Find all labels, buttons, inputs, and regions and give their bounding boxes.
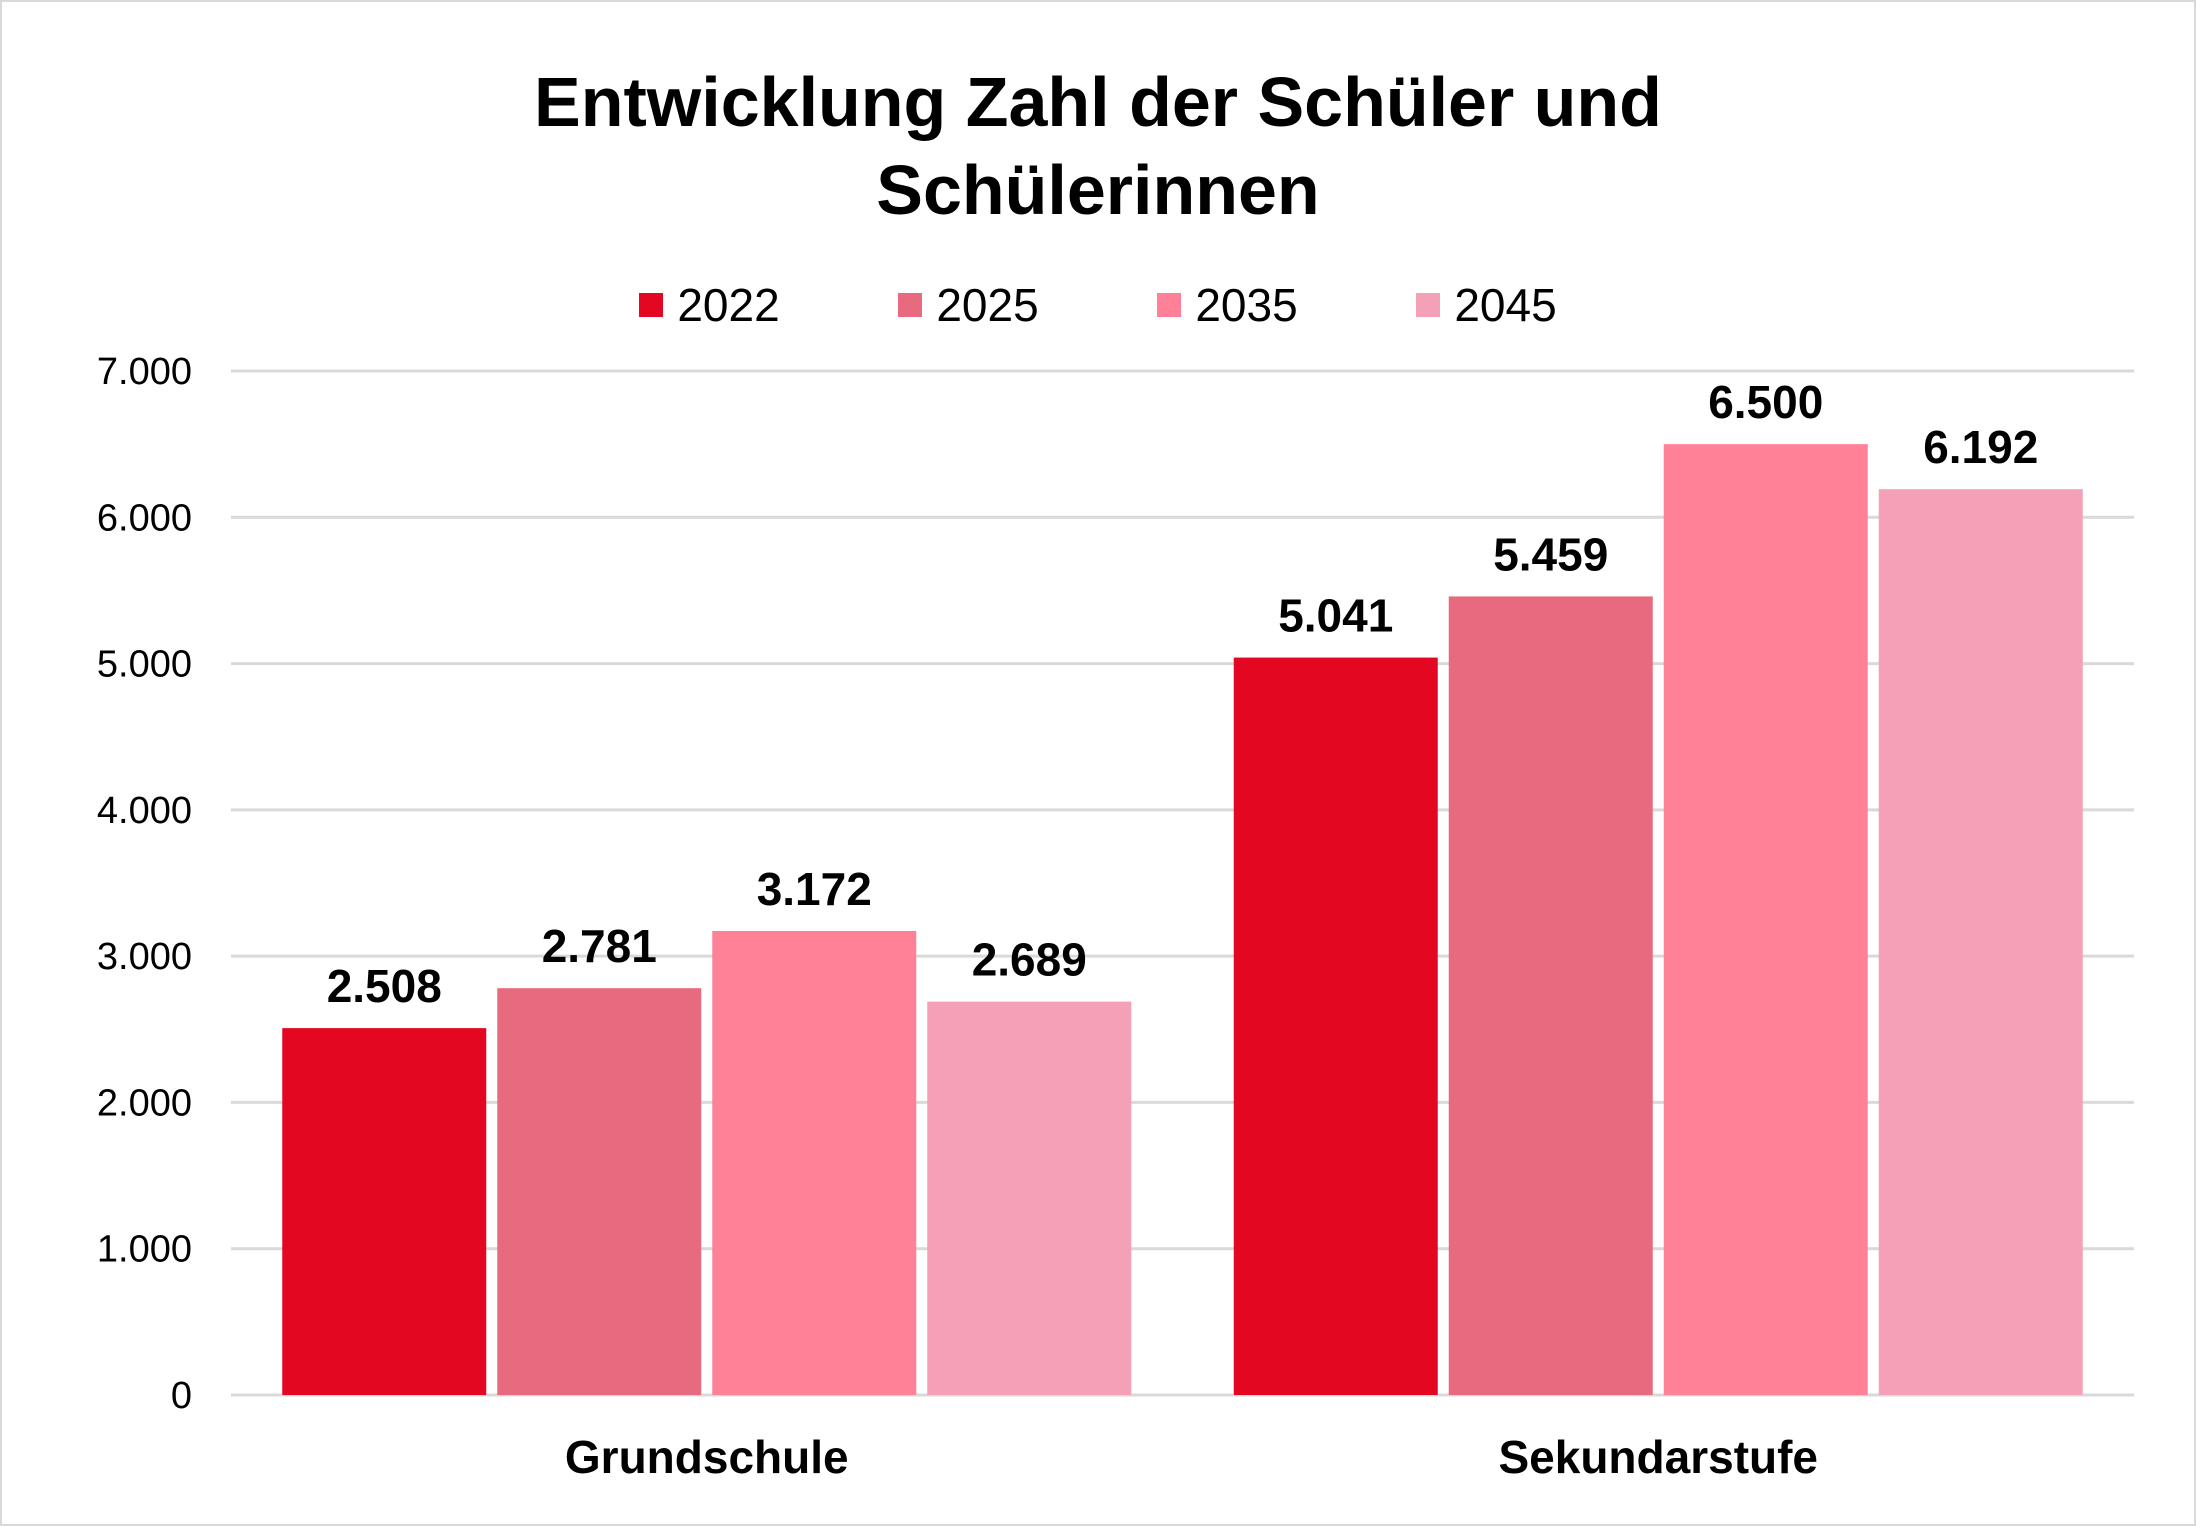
legend-item-2022: 2022 <box>639 278 898 332</box>
bar-2025-grundschule <box>497 988 702 1395</box>
data-label: 5.459 <box>1493 528 1608 580</box>
y-tick-label: 3.000 <box>97 936 192 978</box>
legend-label: 2045 <box>1454 279 1557 331</box>
bar-2035-grundschule <box>712 930 917 1395</box>
legend-item-2045: 2045 <box>1416 278 1557 332</box>
x-axis-categories: Grundschule Sekundarstufe <box>565 1431 1818 1483</box>
y-tick-label: 0 <box>171 1375 192 1417</box>
y-tick-label: 7.000 <box>97 351 192 393</box>
bar-2045-sekundarstufe <box>1878 489 2083 1395</box>
data-label: 3.172 <box>757 863 872 915</box>
chart-title-line-1: Entwicklung Zahl der Schüler und <box>534 63 1662 141</box>
bar-2022-sekundarstufe <box>1233 657 1438 1395</box>
legend-label: 2035 <box>1195 279 1298 331</box>
y-tick-label: 2.000 <box>97 1082 192 1124</box>
legend-item-2035: 2035 <box>1157 278 1416 332</box>
data-label: 2.689 <box>972 934 1087 986</box>
data-label: 2.781 <box>542 920 657 972</box>
legend-label: 2022 <box>677 279 780 331</box>
legend-swatch <box>898 293 923 317</box>
y-axis-ticks: 0 1.000 2.000 3.000 4.000 5.000 6.000 7.000 <box>97 351 192 1417</box>
legend-swatch <box>1416 293 1441 317</box>
chart-legend: 2022 2025 2035 2045 <box>0 278 2196 332</box>
y-tick-label: 4.000 <box>97 790 192 832</box>
data-label: 6.192 <box>1923 421 2038 473</box>
legend-swatch <box>1157 293 1182 317</box>
x-category-label: Sekundarstufe <box>1498 1431 1818 1483</box>
bar-2045-grundschule <box>927 1001 1132 1395</box>
bar-2035-sekundarstufe <box>1663 444 1868 1396</box>
legend-swatch <box>639 293 664 317</box>
data-label: 5.041 <box>1278 590 1393 642</box>
legend-item-2025: 2025 <box>898 278 1157 332</box>
x-category-label: Grundschule <box>565 1431 849 1483</box>
legend-label: 2025 <box>936 279 1039 331</box>
bars <box>282 444 2083 1396</box>
data-label: 2.508 <box>327 960 442 1012</box>
bar-2025-sekundarstufe <box>1448 596 1653 1395</box>
y-tick-label: 1.000 <box>97 1229 192 1271</box>
chart-title-line-2: Schülerinnen <box>876 151 1320 229</box>
data-label: 6.500 <box>1708 376 1823 428</box>
chart-title: Entwicklung Zahl der Schüler und Schüler… <box>0 58 2196 234</box>
y-tick-label: 5.000 <box>97 644 192 686</box>
data-labels: 2.508 2.781 3.172 2.689 5.041 5.459 6.500 6.192 <box>327 376 2039 1012</box>
bar-2022-grundschule <box>282 1028 487 1395</box>
y-tick-label: 6.000 <box>97 497 192 539</box>
